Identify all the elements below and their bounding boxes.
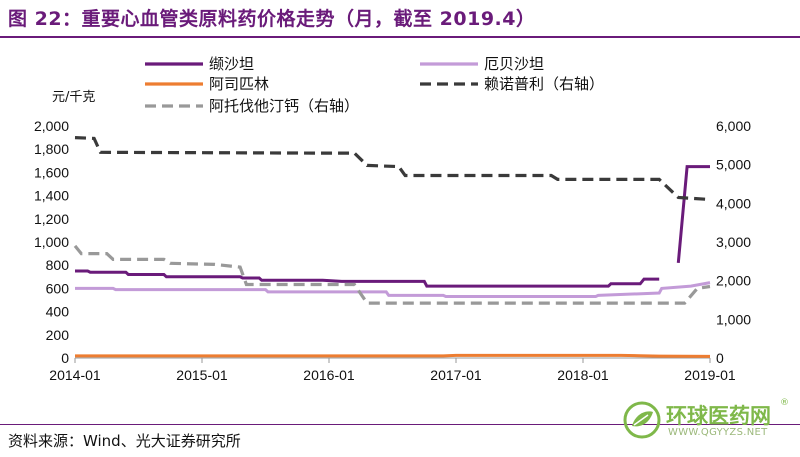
footer-divider bbox=[0, 424, 800, 425]
y-left-tick-label: 200 bbox=[46, 327, 70, 343]
x-tick-label: 2018-01 bbox=[557, 367, 609, 383]
y-right-tick-label: 0 bbox=[716, 350, 724, 366]
watermark-name: 环球医药网 bbox=[666, 404, 771, 428]
legend-label: 厄贝沙坦 bbox=[484, 55, 544, 73]
leaf-logo-icon bbox=[623, 401, 661, 439]
legend-item: 缬沙坦 bbox=[145, 55, 254, 73]
legend-item: 阿托伐他汀钙（右轴） bbox=[145, 97, 359, 115]
watermark: 环球医药网 WWW.QGYYZS.NET ® bbox=[622, 398, 792, 442]
x-tick-label: 2017-01 bbox=[430, 367, 482, 383]
series-line bbox=[75, 353, 711, 358]
series-line bbox=[75, 269, 660, 288]
y-right-tick-label: 4,000 bbox=[716, 195, 751, 211]
y-left-tick-label: 1,600 bbox=[34, 164, 69, 180]
y-left-tick-label: 600 bbox=[46, 280, 70, 296]
x-tick-label: 2016-01 bbox=[303, 367, 355, 383]
y-right-tick-label: 6,000 bbox=[716, 118, 751, 134]
tick-labels: 0 200 400 600 800 1,000 1,200 1,400 1,600 1,800 2,… bbox=[34, 118, 751, 383]
y-axis-unit-label: 元/千克 bbox=[52, 90, 95, 105]
y-right-tick-label: 1,000 bbox=[716, 311, 751, 327]
y-left-tick-label: 1,000 bbox=[34, 234, 69, 250]
legend-label: 缬沙坦 bbox=[209, 55, 254, 73]
chart-axes bbox=[74, 357, 711, 363]
legend-label: 阿托伐他汀钙（右轴） bbox=[209, 97, 359, 115]
source-note: 资料来源：Wind、光大证券研究所 bbox=[8, 432, 241, 450]
series-line bbox=[676, 165, 710, 264]
y-left-tick-label: 800 bbox=[46, 257, 70, 273]
legend-label: 阿司匹林 bbox=[209, 75, 269, 93]
x-tick-label: 2015-01 bbox=[176, 367, 228, 383]
y-left-tick-label: 1,200 bbox=[34, 211, 69, 227]
figure-title: 图 22：重要心血管类原料药价格走势（月，截至 2019.4） bbox=[8, 8, 536, 30]
y-left-tick-label: 0 bbox=[61, 350, 69, 366]
legend-label: 赖诺普利（右轴） bbox=[484, 75, 604, 93]
y-left-tick-label: 1,800 bbox=[34, 141, 69, 157]
series-line bbox=[75, 281, 711, 298]
y-right-tick-label: 3,000 bbox=[716, 234, 751, 250]
y-right-tick-label: 2,000 bbox=[716, 273, 751, 289]
series-line bbox=[74, 136, 711, 202]
registered-mark: ® bbox=[780, 398, 789, 408]
legend-item: 阿司匹林 bbox=[145, 75, 269, 93]
legend-item: 厄贝沙坦 bbox=[420, 55, 544, 73]
y-left-tick-label: 400 bbox=[46, 304, 70, 320]
watermark-url: WWW.QGYYZS.NET bbox=[668, 427, 768, 438]
y-left-tick-label: 1,400 bbox=[34, 188, 69, 204]
legend-item: 赖诺普利（右轴） bbox=[420, 75, 604, 93]
y-right-tick-label: 5,000 bbox=[716, 157, 751, 173]
y-left-tick-label: 2,000 bbox=[34, 118, 69, 134]
series-line bbox=[73, 244, 711, 305]
series-layer bbox=[73, 136, 711, 358]
title-divider bbox=[0, 36, 800, 38]
x-tick-label: 2014-01 bbox=[49, 367, 101, 383]
x-tick-label: 2019-01 bbox=[684, 367, 736, 383]
